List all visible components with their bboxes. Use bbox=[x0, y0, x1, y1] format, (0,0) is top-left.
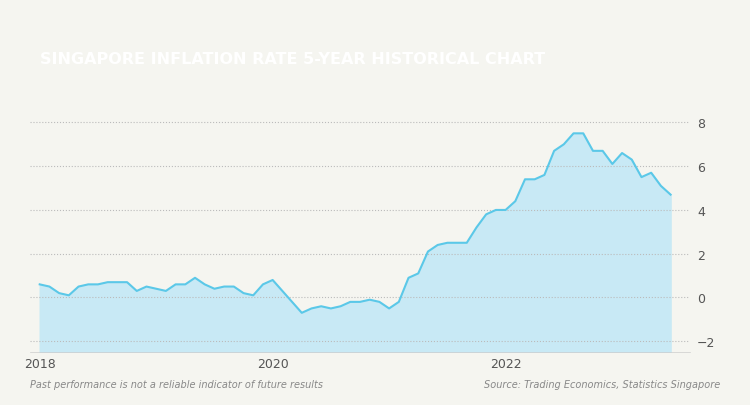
Text: Past performance is not a reliable indicator of future results: Past performance is not a reliable indic… bbox=[30, 379, 323, 389]
Text: Source: Trading Economics, Statistics Singapore: Source: Trading Economics, Statistics Si… bbox=[484, 379, 720, 389]
Text: SINGAPORE INFLATION RATE 5-YEAR HISTORICAL CHART: SINGAPORE INFLATION RATE 5-YEAR HISTORIC… bbox=[40, 52, 545, 66]
